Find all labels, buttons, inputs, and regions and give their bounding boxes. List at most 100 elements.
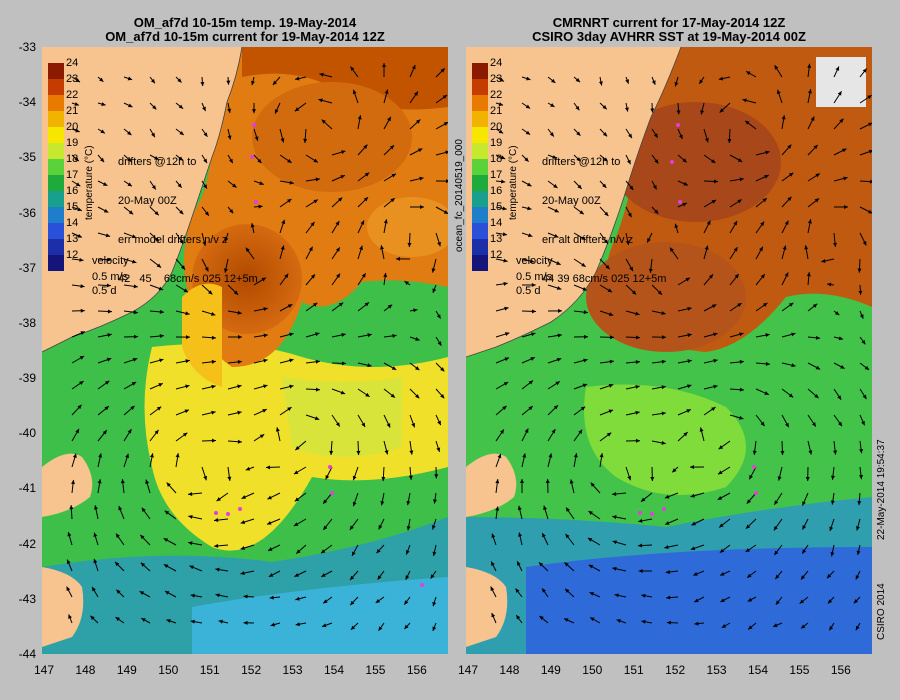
- current-vector-head: [104, 406, 109, 411]
- current-vector-head: [92, 586, 96, 592]
- current-vector-head: [66, 559, 71, 564]
- current-vector-head: [357, 115, 362, 120]
- current-vector-head: [107, 309, 112, 314]
- lon-tick-label: 154: [747, 663, 769, 677]
- lat-tick-label: -35: [18, 150, 36, 165]
- current-vector-head: [581, 236, 586, 240]
- current-vector-head: [739, 415, 744, 420]
- current-vector-head: [211, 410, 216, 415]
- current-vector-head: [254, 136, 259, 141]
- current-vector-head: [661, 440, 666, 445]
- current-vector-head: [408, 475, 413, 480]
- current-vector-head: [727, 138, 732, 143]
- current-vector-head: [833, 242, 838, 247]
- current-vector-head: [263, 307, 268, 312]
- current-vector-head: [555, 381, 560, 386]
- current-vector-head: [608, 312, 614, 317]
- right-drifter-tracks: [638, 123, 758, 516]
- left-colorbar: [48, 63, 64, 271]
- current-vector-head: [526, 76, 531, 81]
- current-vector-head: [67, 532, 72, 537]
- current-vector-head: [810, 116, 815, 121]
- colorbar-segment: [472, 143, 488, 159]
- current-vector-head: [708, 274, 714, 279]
- current-vector-head: [612, 540, 617, 545]
- current-vector-head: [263, 333, 268, 338]
- lat-tick-label: -41: [18, 481, 36, 496]
- current-vector-head: [774, 65, 779, 70]
- current-vector-head: [531, 309, 536, 314]
- current-vector-head: [409, 450, 414, 455]
- current-vector-head: [788, 302, 794, 307]
- left-title-line2: OM_af7d 10-15m current for 19-May-2014 1…: [105, 29, 385, 44]
- current-vector-head: [80, 284, 85, 289]
- current-vector-head: [635, 410, 640, 415]
- current-vector-head: [158, 286, 164, 291]
- current-vector-head: [739, 177, 744, 182]
- current-vector-head: [838, 336, 844, 341]
- current-vector-head: [237, 384, 242, 389]
- current-vector-head: [367, 333, 372, 338]
- current-vector-head: [661, 411, 666, 416]
- current-vector-head: [267, 520, 272, 525]
- colorbar-label: 21: [490, 105, 503, 117]
- current-vector-head: [188, 514, 193, 519]
- current-vector-head: [336, 273, 341, 278]
- current-vector-head: [564, 562, 569, 567]
- current-vector-head: [177, 183, 182, 188]
- current-vector-head: [517, 561, 521, 566]
- colorbar-label: 15: [66, 201, 79, 213]
- current-vector-head: [821, 258, 826, 263]
- current-vector-head: [704, 138, 709, 143]
- left-drifter-tracks: [214, 123, 424, 587]
- current-vector-head: [814, 394, 819, 399]
- current-vector-head: [581, 262, 586, 267]
- current-vector-head: [501, 179, 506, 184]
- current-vector-head: [367, 363, 372, 368]
- current-vector-head: [391, 173, 396, 178]
- current-vector-head: [737, 303, 742, 308]
- current-vector-head: [431, 268, 436, 273]
- current-vector-head: [159, 358, 164, 363]
- current-vector-head: [94, 505, 98, 510]
- current-vector-head: [717, 496, 723, 500]
- current-vector-head: [837, 395, 842, 400]
- current-vector-head: [612, 515, 617, 520]
- current-vector-head: [682, 202, 687, 207]
- lon-tick-label: 151: [199, 663, 220, 677]
- current-vector-head: [77, 233, 82, 238]
- current-vector-head: [132, 357, 138, 362]
- current-vector-head: [405, 550, 410, 555]
- current-vector-head: [150, 78, 155, 84]
- colorbar-label: 15: [490, 201, 503, 213]
- current-vector-head: [774, 550, 779, 556]
- current-vector-head: [491, 561, 495, 566]
- current-vector-head: [341, 361, 346, 366]
- current-vector-head: [602, 132, 608, 137]
- current-vector-head: [310, 221, 315, 227]
- current-vector-head: [98, 453, 103, 458]
- current-vector-head: [760, 274, 765, 279]
- current-vector-head: [516, 615, 521, 620]
- current-vector-head: [376, 548, 381, 554]
- current-vector-head: [569, 479, 574, 484]
- current-vector-head: [406, 526, 411, 531]
- current-vector-head: [504, 357, 509, 362]
- current-vector-head: [237, 359, 242, 364]
- current-vector-head: [378, 524, 383, 530]
- lon-tick-label: 150: [582, 663, 603, 677]
- current-vector-head: [341, 333, 346, 337]
- current-vector-head: [115, 617, 120, 622]
- current-vector-head: [713, 332, 718, 337]
- current-vector-head: [128, 103, 133, 108]
- current-vector-head: [133, 334, 138, 339]
- current-vector-head: [71, 479, 76, 485]
- current-vector-head: [380, 501, 385, 506]
- current-vector-head: [115, 561, 120, 567]
- current-vector-head: [375, 598, 381, 603]
- current-vector-head: [287, 304, 293, 309]
- current-vector-head: [605, 264, 610, 270]
- current-vector-head: [694, 598, 699, 603]
- current-vector-head: [862, 241, 867, 246]
- colorbar-label: 23: [66, 73, 79, 85]
